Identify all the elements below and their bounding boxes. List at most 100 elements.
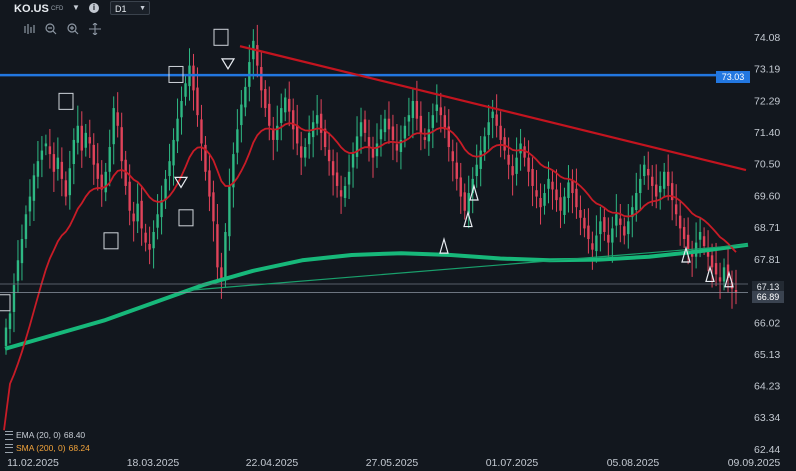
candle-body [80,125,83,151]
candle-body [519,143,522,154]
candle-body [718,277,722,282]
symbol-name[interactable]: KO.US [14,3,49,15]
candle-body [463,192,466,211]
candle-body [371,148,375,158]
last-price-tag: 66.89 [752,291,784,303]
legend-ema-label: EMA (20, 0) [16,430,61,440]
candle-body [439,107,443,116]
sma-path [4,242,749,351]
candle-body [643,164,646,177]
candle-body [559,197,562,211]
up-arrow-mark [724,270,734,288]
candle-body [8,313,12,329]
candle-body [571,180,574,194]
down-arrow-mark [173,176,189,189]
price-tick-label: 62.44 [754,444,780,456]
legend-ema-value: 68.40 [63,430,86,440]
candle-body [391,126,395,140]
candle-body [375,143,379,157]
zoom-in-icon[interactable] [66,22,80,36]
candle-body [670,183,674,201]
candle-body [495,114,498,126]
candle-body [76,125,80,143]
candle-body [84,132,87,148]
candle-body [547,178,550,189]
candle-body [20,239,24,264]
candle-body [184,83,187,97]
crosshair-price-tag: 67.13 [752,281,784,293]
date-tick-label: 27.05.2025 [366,457,419,469]
price-tick-label: 67.81 [754,254,780,266]
candle-body [48,146,52,155]
candle-body [535,190,538,197]
date-tick-label: 05.08.2025 [607,457,660,469]
candle-body [722,267,726,282]
pattern-square [0,294,11,312]
indicators-icon[interactable] [22,22,36,36]
date-tick-label: 11.02.2025 [7,457,59,469]
candle-body [204,144,207,172]
candle-body [140,200,143,229]
candle-body [710,255,714,268]
candle-body [651,176,654,186]
chevron-down-icon: ▼ [139,5,146,12]
legend-ema[interactable]: EMA (20, 0) 68.40 [5,430,85,440]
candle-body [479,150,482,169]
candle-body [212,192,215,222]
candle-body [228,185,231,237]
info-icon[interactable]: i [89,3,99,13]
indicator-icon [5,443,13,453]
candle-body [220,267,223,282]
candle-body [702,236,706,247]
up-arrow-mark [469,183,479,201]
candle-body [483,136,486,152]
candle-body [383,118,387,133]
candle-body [543,193,546,206]
candle-body [726,264,730,278]
candle-body [639,178,642,194]
candle-body [503,137,506,151]
resistance-trendline [239,45,747,172]
candle-body [4,327,8,346]
candle-body [527,157,530,172]
candle-body [647,168,650,176]
timeframe-select[interactable]: D1 ▼ [110,1,150,15]
candle-body [24,214,28,240]
symbol-type: CFD [51,6,64,12]
zoom-out-icon[interactable] [44,22,58,36]
candle-body [531,168,534,186]
price-tick-label: 70.50 [754,159,780,171]
candle-body [690,252,694,257]
candle-body [623,226,626,236]
candle-body [108,147,111,172]
pattern-square [168,65,184,83]
candle-body [224,231,227,279]
price-tick-label: 73.19 [754,64,780,76]
candle-body [323,128,327,148]
crosshair-icon[interactable] [88,22,102,36]
candle-body [459,177,462,197]
candle-body [44,143,48,147]
ema-line [3,122,737,431]
candle-body [659,185,662,193]
candle-body [296,125,299,144]
candle-body [96,163,99,179]
candle-body [303,147,307,158]
candle-body [52,154,56,172]
candle-body [419,115,423,133]
chevron-down-icon[interactable]: ▼ [72,3,80,12]
candle-body [379,129,383,140]
candle-body [339,190,343,197]
candle-body [232,154,235,188]
candle-body [347,171,351,185]
candle-body [164,178,167,201]
candle-body [128,181,131,211]
legend-sma[interactable]: SMA (200, 0) 68.24 [5,443,90,453]
up-arrow-mark [705,265,715,283]
candle-body [299,146,303,158]
candle-body [686,234,690,250]
candle-body [423,137,427,140]
price-axis: 74.08 73.19 72.29 71.40 70.50 69.60 68.71 67.81… [754,32,780,456]
